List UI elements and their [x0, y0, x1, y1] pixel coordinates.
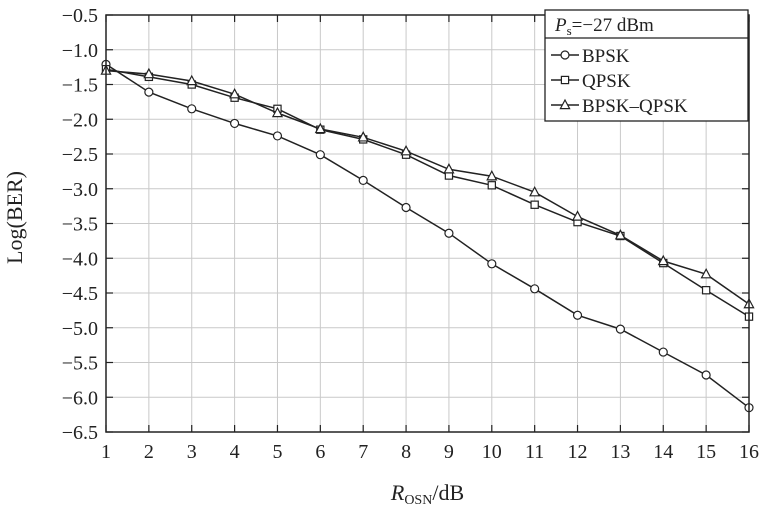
y-tick-label: −4.5	[62, 283, 98, 305]
y-tick-label: −5.5	[62, 353, 98, 375]
x-tick-label: 11	[525, 441, 544, 463]
x-tick-label: 5	[272, 441, 282, 463]
y-tick-label: −2.0	[62, 109, 98, 131]
x-tick-label: 1	[101, 441, 111, 463]
data-point	[271, 106, 284, 118]
data-point	[701, 286, 711, 295]
y-tick-label: −1.5	[62, 75, 98, 97]
y-tick-label: −1.0	[62, 40, 98, 62]
x-tick-label: 13	[610, 441, 630, 463]
data-point	[571, 210, 584, 221]
legend-title-subscript: s	[567, 23, 572, 38]
x-tick-label: 7	[358, 441, 368, 463]
legend-title-symbol: P	[554, 15, 567, 36]
y-axis-label: Log(BER)	[2, 171, 27, 264]
data-point	[230, 118, 240, 129]
x-tick-label: 2	[144, 441, 154, 463]
y-tick-label: −3.5	[62, 214, 98, 236]
legend-label: QPSK	[582, 71, 631, 92]
data-point	[530, 284, 540, 294]
x-tick-label: 14	[653, 441, 673, 463]
data-point	[144, 87, 154, 97]
data-point	[615, 324, 626, 334]
x-axis-label-subscript: OSN	[404, 493, 432, 508]
data-point	[701, 370, 711, 380]
x-tick-label: 15	[696, 441, 716, 463]
data-point	[187, 104, 197, 114]
legend-item: BPSK–QPSK	[551, 96, 688, 117]
y-tick-label: −2.5	[62, 144, 98, 166]
data-point	[314, 122, 326, 134]
y-tick-label: −0.5	[62, 5, 98, 27]
legend-label: BPSK	[582, 46, 630, 67]
legend-label: BPSK–QPSK	[582, 96, 688, 117]
series-layer	[100, 59, 755, 413]
y-tick-labels: −0.5 −1.0 −1.5 −2.0 −2.5 −3.0 −3.5 −4.0 −4.5 −5.0…	[62, 5, 98, 444]
x-tick-label: 9	[444, 441, 454, 463]
data-point	[272, 131, 283, 141]
data-point	[444, 228, 454, 238]
y-tick-label: −6.5	[62, 422, 98, 444]
data-point	[486, 169, 498, 181]
data-point	[228, 87, 241, 99]
x-axis-label-unit: /dB	[432, 480, 464, 505]
y-tick-label: −4.0	[62, 248, 98, 270]
y-tick-label: −3.0	[62, 179, 98, 201]
data-point	[530, 200, 539, 209]
data-point	[443, 163, 455, 174]
x-tick-labels: 1 2 3 4 5 6 7 8 9 10 11 12 13 14 15 16	[101, 441, 759, 463]
data-point	[529, 185, 541, 197]
data-point	[614, 229, 627, 240]
x-tick-label: 10	[482, 441, 502, 463]
x-tick-label: 8	[401, 441, 411, 463]
data-point	[186, 74, 198, 86]
data-point	[315, 150, 325, 160]
y-tick-label: −6.0	[62, 387, 98, 409]
legend: Ps=−27 dBm BPSK QPSK BPSK–QPSK	[544, 9, 749, 122]
data-point	[572, 310, 583, 320]
data-point	[400, 144, 412, 156]
data-point	[658, 347, 668, 357]
x-axis-label: ROSN/dB	[390, 480, 464, 508]
data-point	[487, 181, 497, 190]
data-point	[657, 254, 669, 266]
legend-marker	[560, 75, 570, 85]
series-triangle	[100, 64, 755, 309]
x-tick-label: 3	[187, 441, 197, 463]
series-line	[105, 68, 750, 318]
legend-title-value: =−27 dBm	[572, 15, 654, 36]
legend-title: Ps=−27 dBm	[554, 15, 654, 38]
x-tick-label: 12	[568, 441, 588, 463]
y-tick-label: −5.0	[62, 318, 98, 340]
legend-marker	[560, 50, 570, 60]
series-circle	[101, 59, 754, 413]
legend-frame	[544, 9, 749, 122]
x-tick-label: 6	[315, 441, 325, 463]
data-point	[358, 175, 368, 186]
data-point	[487, 259, 497, 269]
series-line	[105, 69, 750, 305]
x-tick-label: 4	[230, 441, 240, 463]
legend-items: BPSK QPSK BPSK–QPSK	[551, 46, 688, 117]
legend-item: BPSK	[551, 46, 630, 67]
legend-marker	[559, 98, 571, 110]
x-tick-label: 16	[739, 441, 759, 463]
data-point	[401, 202, 411, 213]
data-point	[143, 67, 155, 79]
series-line	[105, 63, 750, 409]
data-point	[700, 267, 712, 279]
data-point	[357, 131, 369, 142]
x-axis-label-symbol: R	[390, 480, 405, 505]
legend-item: QPSK	[551, 71, 631, 92]
